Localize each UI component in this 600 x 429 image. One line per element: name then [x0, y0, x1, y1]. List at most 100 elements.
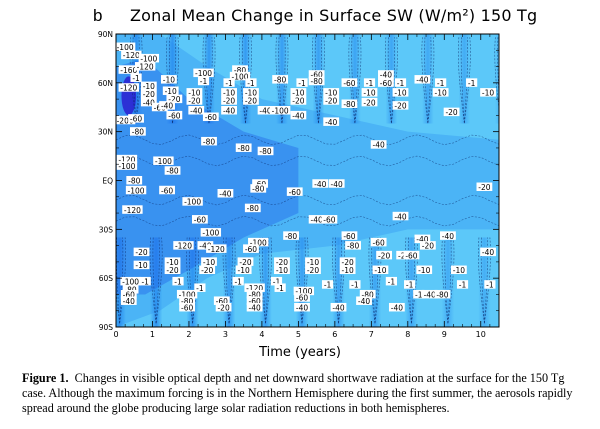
contour-line: [222, 237, 236, 324]
contour-label-box: [138, 53, 160, 63]
contour-label-text: -10: [143, 82, 155, 91]
contour-label-text: -20: [325, 97, 337, 106]
contour-label: -10: [160, 75, 177, 85]
contour-line: [116, 237, 127, 324]
contour-label: -40: [217, 189, 234, 199]
contour-line: [149, 237, 163, 324]
contour-label: -60: [213, 296, 230, 306]
seasonal-band: [441, 237, 455, 327]
contour-label: -40: [308, 215, 325, 225]
contour-label-box: [341, 231, 358, 240]
contour-label-text: -20: [245, 97, 257, 106]
contour-label: -40: [414, 75, 431, 85]
contour-label-text: -20: [378, 251, 390, 260]
contour-label-text: -40: [310, 216, 322, 225]
strong-reduction-core: [116, 58, 299, 295]
contour-label-box: [345, 241, 361, 250]
contour-label-text: -10: [135, 261, 147, 270]
contour-label-text: -120: [118, 155, 135, 164]
contour-line: [259, 237, 272, 324]
contour-line: [314, 37, 322, 124]
contour-label: -1: [466, 78, 478, 88]
contour-line: [275, 37, 289, 124]
contour-label-box: [450, 265, 467, 275]
contour-label: -40: [197, 241, 214, 251]
contour-label-box: [274, 283, 286, 292]
contour-label-text: -1: [225, 79, 233, 88]
contour-label-box: [186, 96, 203, 105]
contour-label: -1: [296, 78, 308, 88]
contour-label-text: -80: [436, 290, 448, 299]
contour-line: [298, 237, 306, 324]
contour-label-text: -20: [445, 108, 457, 117]
caption-label: Figure 1.: [22, 371, 69, 385]
contour-label: -60: [159, 185, 175, 195]
contour-label-box: [440, 231, 456, 240]
contour-line: [166, 37, 179, 124]
contour-label-box: [392, 88, 409, 97]
contour-label-box: [321, 280, 334, 289]
contour-label-box: [294, 302, 310, 312]
contour-label-box: [413, 289, 425, 299]
contour-label-text: -1: [388, 277, 396, 286]
contour-label-text: -20: [223, 97, 235, 106]
contour-label-box: [246, 302, 263, 312]
contour-label-box: [194, 283, 206, 292]
contour-label: -40: [188, 106, 205, 116]
contour-label-box: [121, 50, 142, 60]
contour-label-text: -10: [341, 266, 353, 275]
contour-label-box: [199, 265, 216, 275]
seasonal-band: [494, 34, 499, 124]
contour-label-box: [392, 101, 409, 110]
contour-label-box: [359, 289, 376, 299]
contour-label-box: [193, 68, 214, 78]
contour-label-text: -80: [259, 147, 271, 156]
contour-label-box: [321, 215, 338, 224]
contour-label-text: -80: [203, 137, 215, 146]
contour-label-box: [269, 106, 291, 115]
contour-label-text: -80: [252, 185, 264, 194]
contour-label-box: [480, 247, 496, 257]
contour-label-text: -80: [285, 232, 297, 241]
chart-title: Zonal Mean Change in Surface SW (W/m²) 1…: [130, 6, 538, 25]
contour-label-box: [159, 185, 175, 195]
contour-label-text: -60: [216, 297, 228, 306]
contour-label: -100: [269, 106, 291, 116]
contour-label-text: -80: [128, 177, 140, 186]
contour-label-text: -1: [459, 281, 467, 290]
contour-line: [441, 237, 455, 324]
contour-label-text: -60: [380, 79, 392, 88]
contour-label: -60: [286, 187, 303, 197]
contour-label-box: [356, 296, 372, 305]
seasonal-band: [332, 237, 345, 327]
contour-label: -60: [341, 231, 358, 241]
x-tick-label: 5: [296, 330, 301, 339]
contour-label: -20: [164, 265, 181, 275]
contour-label-text: -100: [295, 287, 312, 296]
contour-label-box: [235, 143, 252, 152]
contour-label: -20: [166, 94, 183, 104]
contour-label-box: [305, 257, 321, 266]
contour-label: -40: [221, 106, 237, 116]
contour-label-text: -80: [166, 167, 178, 176]
contour-label: -10: [290, 88, 307, 98]
contour-label-box: [122, 205, 143, 214]
contour-label-box: [403, 250, 420, 260]
contour-label: -40: [388, 302, 405, 312]
contour-label: -80: [257, 146, 274, 156]
contour-label-text: -1: [200, 77, 208, 86]
contour-label: -40: [294, 302, 310, 312]
contour-label-text: -20: [135, 248, 147, 257]
contour-label: -40: [312, 179, 329, 189]
contour-label-text: -20: [188, 97, 200, 106]
contour-label-text: -40: [424, 290, 436, 299]
contour-label-box: [221, 96, 237, 105]
contour-label-text: -40: [391, 303, 403, 312]
contour-label-text: -1: [324, 281, 332, 290]
contour-label-box: [244, 283, 265, 292]
contour-label: -1: [321, 280, 334, 290]
y-tick-label: 30S: [99, 225, 114, 234]
contour-label-box: [385, 276, 397, 286]
contour-label: -10: [274, 265, 290, 275]
contour-label-box: [341, 78, 358, 87]
